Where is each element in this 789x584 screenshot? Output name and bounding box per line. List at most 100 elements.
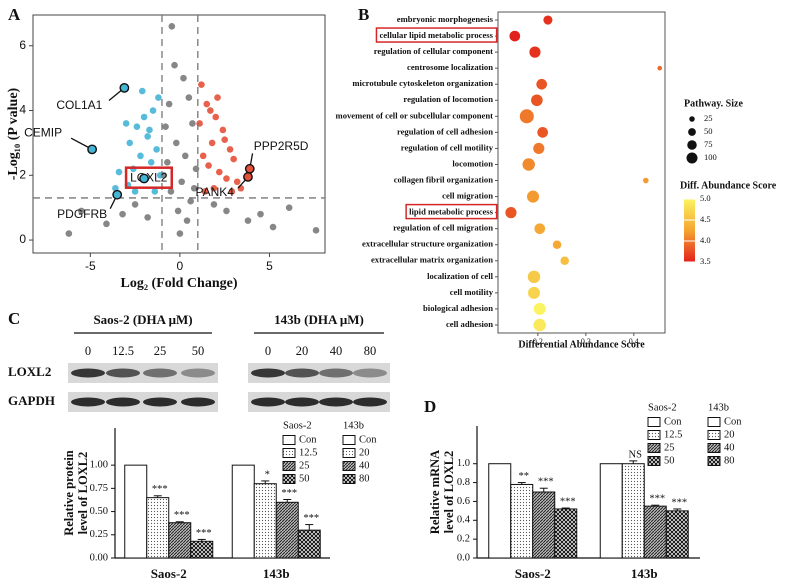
data-point	[181, 152, 189, 160]
significance-label: ***	[174, 510, 190, 521]
x-tick-label: 0	[177, 259, 184, 273]
legend-swatch	[342, 448, 356, 458]
legend-title: Saos-2	[283, 420, 312, 431]
lane-label: 50	[192, 344, 205, 358]
significance-label: ***	[560, 496, 576, 507]
bubble	[505, 207, 517, 219]
pathway-label: biological adhesion	[423, 303, 493, 313]
data-point	[216, 168, 223, 176]
data-point	[103, 220, 110, 228]
pathway-label: centrosome localization	[407, 62, 493, 72]
pathway-label: cell adhesion	[446, 319, 493, 329]
bar	[599, 463, 623, 559]
panel-label: A	[8, 5, 21, 24]
data-point	[312, 227, 320, 234]
gene-label: COL1A1	[56, 98, 102, 112]
significance-label: **	[519, 471, 530, 482]
blot-band	[319, 397, 353, 407]
pathway-label: extracellular structure organization	[362, 239, 493, 249]
bubble	[643, 177, 649, 184]
blot-band	[319, 368, 353, 378]
blot-band	[353, 397, 387, 407]
highlighted-point	[112, 189, 123, 200]
data-point	[205, 162, 212, 169]
data-point	[210, 201, 218, 208]
legend-swatch	[282, 435, 296, 445]
significance-label: ***	[538, 477, 554, 488]
legend-label: Con	[724, 416, 742, 427]
blot-band	[106, 368, 140, 378]
data-point	[164, 159, 171, 166]
bar	[488, 463, 512, 559]
pathway-label: cell motility	[450, 287, 494, 297]
significance-label: ***	[649, 494, 665, 505]
blot-band	[71, 368, 105, 378]
y-axis-title: Relative mRNA	[428, 450, 442, 534]
highlighted-point	[243, 172, 253, 182]
gene-label: PDGFRB	[57, 207, 107, 221]
y-tick-label: 4	[19, 103, 26, 117]
pathway-label: collagen fibril organization	[394, 174, 494, 184]
legend-swatch	[647, 443, 661, 453]
data-point	[65, 230, 73, 237]
pathway-label: regulation of cellular component	[374, 46, 493, 56]
bubble	[534, 223, 546, 235]
x-tick-label: 0.4	[629, 337, 639, 346]
gene-label: PANK4	[196, 185, 235, 199]
highlighted-point	[244, 163, 255, 174]
highlight-box	[375, 27, 498, 43]
blot-row-label: GAPDH	[8, 393, 55, 408]
data-point	[126, 139, 134, 147]
y-tick-label: 0.4	[457, 515, 471, 526]
data-point	[219, 126, 227, 134]
bubble	[531, 94, 543, 107]
data-point	[230, 155, 237, 163]
x-tick-label: 0.3	[581, 337, 591, 346]
bubble	[509, 30, 521, 42]
y-axis-title: level of LOXL2	[76, 452, 90, 535]
legend-label: 12.5	[664, 429, 682, 440]
blot-band	[71, 397, 105, 407]
data-point	[257, 210, 264, 218]
bubble	[552, 240, 562, 249]
legend-swatch	[282, 474, 296, 484]
panel-label: B	[358, 5, 369, 24]
data-point	[176, 230, 184, 237]
data-point	[183, 217, 191, 224]
bubble	[527, 286, 541, 299]
y-tick-label: 0.50	[90, 506, 108, 517]
bar	[168, 522, 192, 559]
bar	[275, 501, 299, 559]
y-tick-label: 0.6	[457, 496, 470, 507]
data-point	[269, 223, 277, 231]
pathway-label: lipid metabolic process	[409, 207, 494, 217]
legend-label: Con	[299, 434, 317, 445]
data-point	[153, 146, 160, 153]
data-point	[78, 207, 85, 215]
blot-band	[285, 368, 319, 378]
blot-row-label: LOXL2	[8, 364, 51, 379]
legend-label: 80	[359, 473, 370, 484]
y-axis-title: level of LOXL2	[442, 451, 456, 534]
legend-bubble	[687, 140, 697, 150]
legend-label: 20	[724, 429, 735, 440]
blot-band	[106, 397, 140, 407]
bar	[510, 483, 534, 559]
data-point	[180, 74, 187, 82]
data-point	[201, 188, 209, 195]
legend-swatch	[707, 430, 721, 440]
data-point	[119, 210, 126, 218]
legend-swatch	[647, 430, 661, 440]
data-point	[162, 123, 169, 131]
legend-label: 40	[359, 460, 370, 471]
colorbar-label: 4.0	[700, 235, 711, 245]
data-point	[185, 94, 193, 101]
blot-band	[285, 397, 319, 407]
legend-label: 25	[704, 113, 713, 123]
gene-label: PPP2R5D	[254, 139, 309, 153]
data-point	[137, 152, 144, 160]
lane-label: 25	[154, 344, 167, 358]
y-tick-label: 6	[19, 38, 26, 52]
data-point	[147, 159, 155, 166]
